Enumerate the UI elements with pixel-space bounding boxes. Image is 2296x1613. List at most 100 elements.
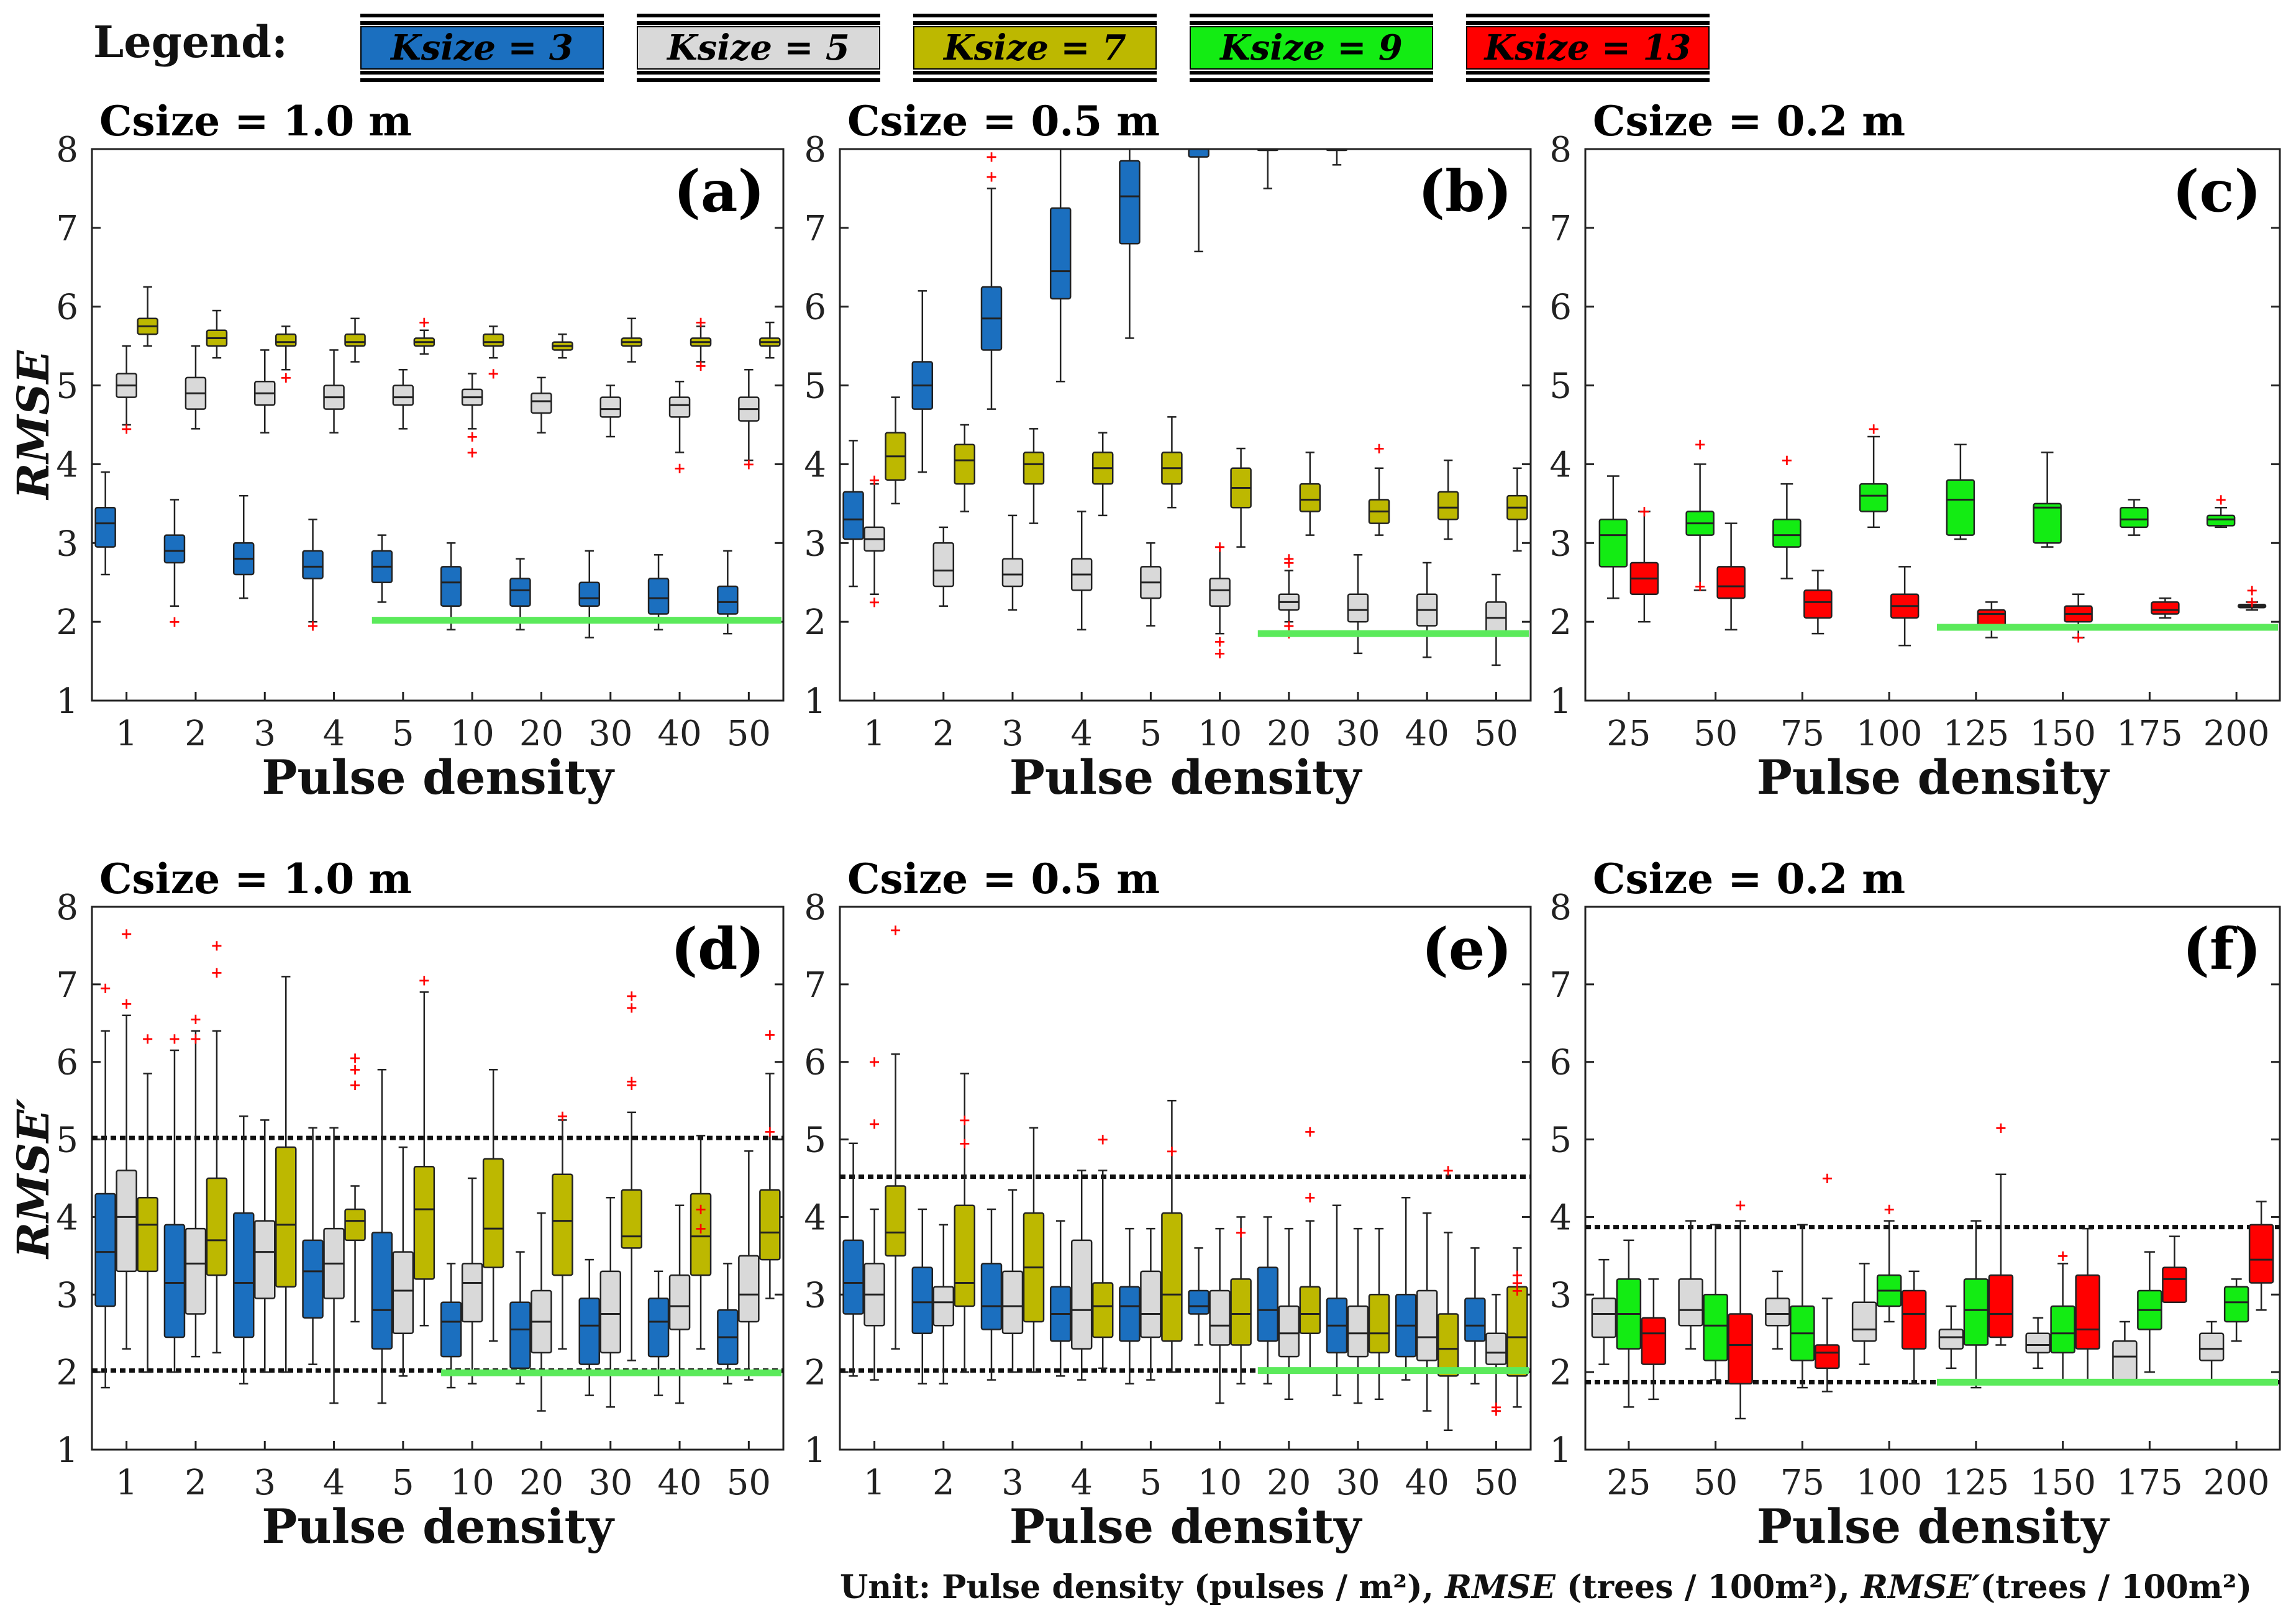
box (2033, 502, 2062, 544)
y-tick-label: 4 (1549, 445, 1572, 485)
x-tick-label: 3 (253, 1463, 276, 1503)
box (1209, 1289, 1231, 1346)
x-axis-label: Pulse density (1757, 1499, 2110, 1554)
panel-label: (f) (2182, 916, 2261, 983)
legend-label-ksize-5: Ksize = 5 (667, 27, 850, 68)
y-tick-label: 2 (1549, 602, 1572, 643)
x-tick-label: 50 (1474, 714, 1518, 754)
outlier-marker: + (1694, 577, 1706, 595)
box (344, 333, 366, 347)
box (1437, 491, 1459, 520)
outlier-marker: + (1283, 616, 1295, 634)
x-tick-label: 10 (1198, 1463, 1242, 1503)
box (1598, 518, 1628, 568)
y-tick-label: 6 (1549, 288, 1572, 328)
x-tick-label: 1 (863, 714, 886, 754)
box (932, 542, 955, 588)
box (885, 1185, 906, 1257)
box (759, 1189, 781, 1261)
unit-note-mid: (trees / 100m²), (1555, 1568, 1861, 1606)
panel-title: Csize = 0.2 m (1593, 97, 1905, 145)
x-axis-label: Pulse density (1757, 750, 2110, 805)
legend-label-ksize-3: Ksize = 3 (391, 27, 573, 68)
legend-item-ksize-5: Ksize = 5 (637, 14, 880, 82)
x-tick-label: 5 (1140, 1463, 1162, 1503)
box (1119, 160, 1141, 245)
x-tick-label: 200 (2203, 714, 2270, 754)
x-tick-label: 4 (1070, 714, 1093, 754)
unit-note-suffix: (trees / 100m²) (1980, 1568, 2253, 1606)
outlier-marker: + (121, 419, 133, 437)
box (1091, 1282, 1114, 1338)
x-tick-label: 10 (1198, 714, 1242, 754)
box (647, 578, 670, 615)
box (1485, 1332, 1507, 1365)
box (2223, 1286, 2249, 1323)
panel-title: Csize = 0.2 m (1593, 855, 1905, 903)
box (482, 1158, 504, 1268)
box (1678, 1278, 1703, 1327)
box (621, 1189, 642, 1249)
y-tick-label: 7 (1549, 965, 1572, 1006)
legend-swatch-ksize-13: Ksize = 13 (1466, 26, 1710, 70)
y-tick-label: 4 (1549, 1197, 1572, 1238)
x-tick-label: 125 (1943, 714, 2009, 754)
box (1070, 1239, 1093, 1350)
box (137, 1196, 158, 1273)
box (371, 1232, 393, 1350)
outlier-marker: + (673, 459, 686, 477)
box (1901, 1289, 1927, 1350)
box (1765, 1297, 1790, 1327)
box (1023, 452, 1045, 485)
x-tick-label: 50 (1474, 1463, 1518, 1503)
outlier-marker: + (1821, 1169, 1833, 1187)
outlier-marker: + (348, 1076, 361, 1094)
legend-item-ksize-9: Ksize = 9 (1190, 14, 1433, 82)
x-tick-label: 2 (932, 1463, 955, 1503)
box (1815, 1344, 1840, 1370)
outlier-marker: + (1511, 1266, 1523, 1284)
x-tick-label: 10 (450, 714, 494, 754)
outlier-marker: + (1694, 435, 1706, 453)
outlier-marker: + (868, 1053, 881, 1071)
box (184, 1227, 207, 1315)
x-tick-label: 20 (1267, 714, 1311, 754)
box (1416, 1289, 1438, 1361)
outlier-marker: + (2246, 593, 2258, 611)
box (842, 491, 864, 540)
box (717, 585, 739, 615)
x-tick-label: 50 (1693, 1463, 1738, 1503)
outlier-marker: + (142, 1029, 154, 1047)
x-tick-label: 30 (588, 714, 632, 754)
outlier-marker: + (626, 1072, 638, 1090)
box (1772, 518, 1802, 548)
box (1368, 1294, 1390, 1354)
outlier-marker: + (985, 148, 998, 166)
outlier-marker: + (348, 1048, 361, 1066)
y-tick-label: 2 (1549, 1353, 1572, 1393)
y-tick-label: 8 (56, 130, 78, 170)
outlier-marker: + (695, 1219, 707, 1237)
box (2120, 506, 2149, 529)
y-tick-label: 7 (56, 209, 78, 249)
outlier-marker: + (868, 471, 881, 489)
y-tick-label: 4 (804, 445, 826, 485)
legend-label-ksize-13: Ksize = 13 (1484, 27, 1692, 68)
box (1299, 483, 1321, 512)
y-tick-label: 1 (1549, 681, 1572, 722)
outlier-marker: + (211, 963, 223, 981)
x-tick-label: 125 (1943, 1463, 2009, 1503)
panel-label: (a) (673, 158, 765, 225)
x-tick-label: 20 (519, 714, 563, 754)
outlier-marker: + (466, 427, 478, 445)
outlier-marker: + (2215, 491, 2227, 509)
box (1161, 1212, 1183, 1342)
y-tick-label: 1 (804, 1430, 826, 1471)
box (275, 1146, 297, 1288)
plot-frame (91, 148, 785, 702)
box (302, 1239, 324, 1319)
outlier-marker: + (211, 936, 223, 954)
